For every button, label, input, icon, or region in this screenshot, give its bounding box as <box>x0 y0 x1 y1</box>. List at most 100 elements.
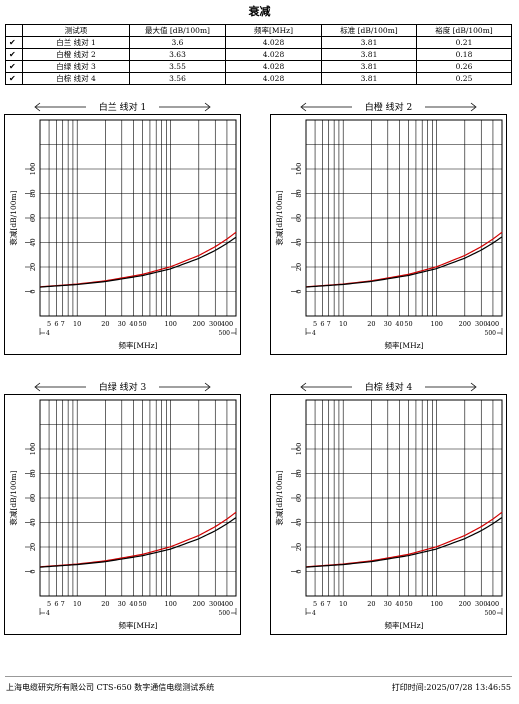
y-tick-label: 0 <box>295 569 303 573</box>
x-tick-label: 300 <box>475 320 487 328</box>
chevron-left-icon <box>300 382 307 392</box>
cell-std: 3.81 <box>321 60 417 73</box>
x-extra-tick-label: 500 <box>485 610 497 617</box>
chart-panel-pair-3: 白绿 线对 3 0 20 40 60 80 100 衰减[dB/100m] 5 6 7 10 20 30 4… <box>4 377 241 635</box>
y-tick-label: 40 <box>295 518 303 526</box>
check-icon: ✔ <box>5 60 23 73</box>
x-tick-label: 20 <box>101 600 109 608</box>
x-tick-label: 30 <box>118 320 126 328</box>
x-tick-label: 50 <box>138 320 146 328</box>
table-row: ✔ 白橙 线对 2 3.63 4.028 3.81 0.18 <box>5 48 512 61</box>
summary-table: 测试项 最大值 [dB/100m] 频率[MHz] 标准 [dB/100m] 裕… <box>5 24 512 85</box>
table-row: ✔ 白绿 线对 3 3.55 4.028 3.81 0.26 <box>5 60 512 73</box>
x-tick-label: 6 <box>320 320 324 328</box>
cell-item: 白棕 线对 4 <box>22 72 130 85</box>
cell-freq: 4.028 <box>225 60 322 73</box>
x-extra-tick-label: 4 <box>312 610 316 617</box>
x-tick-label: 400 <box>221 600 233 608</box>
cell-max: 3.63 <box>129 48 226 61</box>
table-row: ✔ 白棕 线对 4 3.56 4.028 3.81 0.25 <box>5 72 512 85</box>
x-tick-label: 7 <box>61 320 65 328</box>
y-tick-label: 80 <box>295 189 303 197</box>
cell-item: 白绿 线对 3 <box>22 60 130 73</box>
chart-panel-pair-4: 白棕 线对 4 0 20 40 60 80 100 衰减[dB/100m] 5 6 7 10 20 30 4… <box>270 377 507 635</box>
x-tick-label: 200 <box>193 600 205 608</box>
y-tick-label: 60 <box>29 214 37 222</box>
x-extra-tick-label: 500 <box>485 330 497 337</box>
y-tick-label: 0 <box>295 289 303 293</box>
x-tick-label: 30 <box>118 600 126 608</box>
y-tick-label: 80 <box>295 469 303 477</box>
x-tick-label: 40 <box>395 600 403 608</box>
x-tick-label: 6 <box>320 600 324 608</box>
header-margin: 裕度 [dB/100m] <box>416 24 512 37</box>
x-tick-label: 40 <box>129 600 137 608</box>
x-tick-label: 6 <box>54 320 58 328</box>
y-tick-label: 60 <box>295 214 303 222</box>
x-tick-label: 40 <box>395 320 403 328</box>
header-check <box>5 24 23 37</box>
chart-frame <box>270 114 507 355</box>
y-axis-label: 衰减[dB/100m] <box>8 470 18 525</box>
chevron-left-icon <box>34 102 41 112</box>
footer-company: 上海电缆研究所有限公司 CTS-650 数字通信电缆测试系统 <box>6 683 215 692</box>
x-tick-label: 400 <box>487 320 499 328</box>
series-line-measured <box>39 517 237 568</box>
x-tick-label: 100 <box>164 320 176 328</box>
x-tick-label: 30 <box>384 600 392 608</box>
y-tick-label: 20 <box>29 263 37 271</box>
header-max: 最大值 [dB/100m] <box>129 24 226 37</box>
cell-std: 3.81 <box>321 72 417 85</box>
y-axis-label: 衰减[dB/100m] <box>8 190 18 245</box>
x-tick-label: 200 <box>459 600 471 608</box>
cell-max: 3.6 <box>129 36 226 49</box>
x-tick-label: 7 <box>61 600 65 608</box>
x-tick-label: 5 <box>313 320 317 328</box>
footer-divider <box>5 676 512 677</box>
x-tick-label: 5 <box>47 600 51 608</box>
x-extra-tick-label: 4 <box>312 330 316 337</box>
chart-title: 白绿 线对 3 <box>99 381 147 393</box>
cell-max: 3.55 <box>129 60 226 73</box>
cell-item: 白兰 线对 1 <box>22 36 130 49</box>
y-axis-label: 衰减[dB/100m] <box>274 470 284 525</box>
x-tick-label: 6 <box>54 600 58 608</box>
x-tick-label: 7 <box>327 600 331 608</box>
y-tick-label: 80 <box>29 189 37 197</box>
y-tick-label: 20 <box>295 263 303 271</box>
plot-area <box>305 119 503 317</box>
check-icon: ✔ <box>5 36 23 49</box>
x-tick-label: 7 <box>327 320 331 328</box>
chart-frame <box>4 394 241 635</box>
chart-frame <box>270 394 507 635</box>
x-tick-label: 20 <box>367 600 375 608</box>
series-line-measured <box>305 516 503 568</box>
cell-margin: 0.26 <box>416 60 512 73</box>
series-line-limit <box>305 231 503 288</box>
footer-print-time: 打印时间:2025/07/28 13:46:55 <box>391 683 511 692</box>
cell-margin: 0.18 <box>416 48 512 61</box>
series-line-measured <box>39 236 237 288</box>
check-icon: ✔ <box>5 72 23 85</box>
chevron-right-icon <box>470 102 477 112</box>
y-tick-label: 100 <box>29 443 37 455</box>
x-tick-label: 300 <box>209 600 221 608</box>
x-tick-label: 400 <box>487 600 499 608</box>
chart-panel-pair-1: 白兰 线对 1 0 20 40 60 80 100 衰减[dB/100m] 5 6 7 10 20 30 4… <box>4 97 241 355</box>
series-line-limit <box>39 511 237 568</box>
table-row: ✔ 白兰 线对 1 3.6 4.028 3.81 0.21 <box>5 36 512 49</box>
plot-area <box>305 399 503 597</box>
cell-margin: 0.25 <box>416 72 512 85</box>
x-tick-label: 100 <box>430 320 442 328</box>
x-tick-label: 5 <box>313 600 317 608</box>
header-item: 测试项 <box>22 24 130 37</box>
cell-margin: 0.21 <box>416 36 512 49</box>
y-axis-label: 衰减[dB/100m] <box>274 190 284 245</box>
y-tick-label: 20 <box>295 543 303 551</box>
series-line-limit <box>39 231 237 288</box>
chevron-left-icon <box>300 102 307 112</box>
x-tick-label: 100 <box>430 600 442 608</box>
